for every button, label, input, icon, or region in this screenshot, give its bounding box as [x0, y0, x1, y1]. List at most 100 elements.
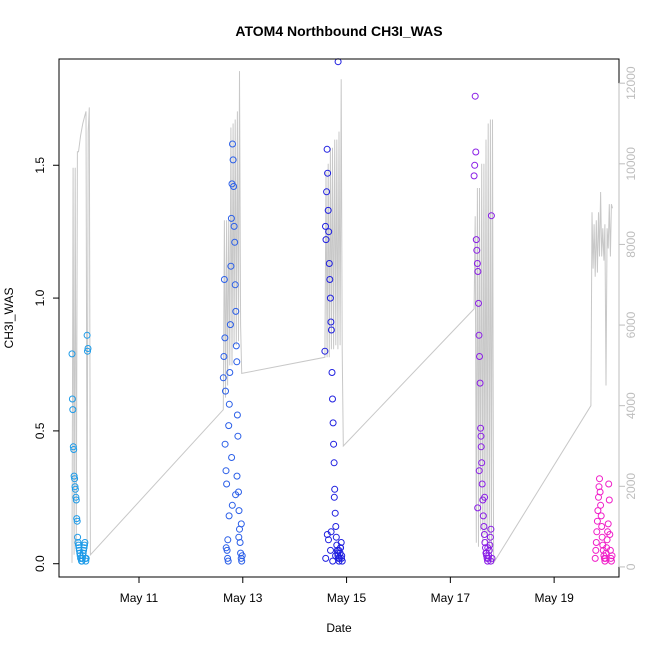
data-point — [326, 276, 334, 283]
data-point — [237, 520, 245, 528]
data-point — [224, 536, 232, 544]
y-tick-label: 0.5 — [33, 422, 47, 439]
data-point — [231, 238, 239, 246]
x-tick-label: May 19 — [534, 591, 574, 605]
data-point — [322, 554, 330, 562]
data-point — [325, 536, 332, 544]
data-point — [605, 496, 613, 504]
data-point — [328, 369, 336, 376]
data-point — [476, 353, 483, 360]
data-point — [595, 483, 603, 491]
data-point — [222, 544, 230, 552]
data-point — [477, 424, 485, 432]
data-point — [80, 544, 88, 552]
data-point — [475, 299, 482, 307]
data-point — [223, 480, 231, 488]
data-point — [477, 432, 485, 440]
data-point — [331, 485, 339, 493]
data-point — [605, 480, 613, 488]
data-point — [474, 504, 482, 512]
data-point — [231, 281, 239, 289]
data-point — [329, 395, 336, 403]
data-point — [478, 459, 486, 467]
data-point — [327, 546, 334, 554]
data-point — [474, 268, 482, 275]
data-point — [71, 475, 79, 483]
data-point — [593, 528, 601, 536]
data-point — [322, 222, 329, 230]
data-point — [475, 331, 483, 339]
data-point — [238, 552, 246, 560]
data-point — [332, 552, 340, 560]
data-point — [71, 485, 79, 493]
data-point — [73, 517, 81, 525]
data-point — [598, 523, 606, 530]
data-point — [487, 557, 495, 565]
data-point — [232, 491, 240, 499]
data-point — [229, 140, 236, 148]
data-point — [471, 92, 479, 100]
data-point — [476, 379, 484, 387]
y2-tick-label: 0 — [624, 563, 638, 570]
data-point — [225, 400, 233, 408]
data-point — [470, 172, 478, 180]
data-point — [220, 276, 228, 283]
data-point — [233, 472, 241, 480]
data-point — [80, 546, 88, 554]
data-point — [226, 321, 234, 329]
data-point — [222, 387, 229, 395]
data-point — [84, 345, 92, 352]
data-point — [73, 515, 81, 523]
data-point — [477, 443, 485, 451]
data-point — [481, 493, 489, 501]
data-point — [322, 236, 330, 244]
data-point — [222, 467, 230, 475]
y-tick-label: 1.5 — [33, 157, 47, 174]
y-axis-title: CH3I_WAS — [2, 288, 16, 349]
x-tick-label: May 15 — [327, 591, 367, 605]
data-point — [479, 512, 487, 520]
data-point — [220, 353, 228, 360]
data-point — [472, 148, 480, 156]
x-tick-label: May 17 — [431, 591, 471, 605]
data-point — [227, 262, 235, 270]
data-point — [228, 501, 236, 509]
data-point — [235, 533, 243, 541]
data-point — [70, 446, 78, 453]
data-point — [235, 507, 243, 515]
data-point — [323, 145, 331, 153]
data-point — [82, 557, 90, 565]
x-tick-label: May 11 — [120, 591, 159, 605]
data-point — [478, 480, 486, 488]
data-point — [332, 533, 340, 541]
data-point — [592, 539, 600, 546]
data-point — [226, 369, 234, 376]
data-point — [224, 557, 232, 565]
data-point — [592, 546, 600, 554]
data-point — [332, 523, 340, 530]
data-point — [594, 507, 602, 515]
chart-title: ATOM4 Northbound CH3I_WAS — [235, 23, 442, 39]
data-point — [473, 260, 481, 267]
data-point — [325, 260, 333, 267]
data-point — [602, 554, 609, 562]
data-point — [69, 443, 77, 451]
data-point — [480, 531, 488, 538]
y2-tick-label: 10000 — [624, 147, 638, 181]
data-point — [327, 318, 335, 326]
data-point — [606, 531, 614, 538]
data-point — [324, 169, 332, 177]
data-point — [224, 554, 232, 562]
data-point — [232, 342, 240, 350]
data-point — [331, 509, 339, 517]
data-point — [596, 488, 604, 496]
data-point — [230, 183, 238, 190]
data-point — [330, 493, 338, 501]
data-point — [473, 246, 481, 254]
data-point — [325, 228, 333, 236]
data-point — [607, 557, 615, 565]
data-point — [326, 294, 334, 302]
data-point — [330, 440, 338, 448]
data-point — [228, 454, 236, 461]
